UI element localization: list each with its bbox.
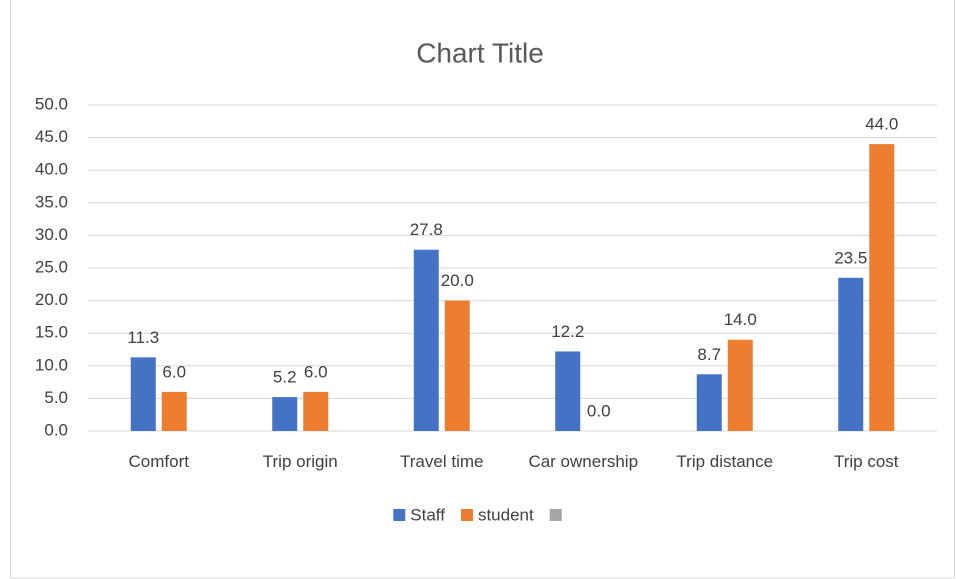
- y-tick-label: 15.0: [35, 323, 68, 342]
- y-tick-label: 25.0: [35, 257, 68, 276]
- y-tick-label: 20.0: [35, 290, 68, 309]
- x-tick-label: Trip distance: [676, 452, 774, 471]
- y-tick-label: 30.0: [35, 225, 68, 244]
- chart-border: [10, 0, 955, 579]
- bar: [272, 397, 298, 431]
- bar: [869, 144, 895, 431]
- y-tick-label: 50.0: [35, 94, 68, 113]
- data-label: 11.3: [127, 328, 159, 347]
- data-label: 6.0: [304, 362, 328, 381]
- y-tick-label: 35.0: [35, 192, 68, 211]
- data-label: 44.0: [865, 115, 898, 134]
- data-label: 23.5: [834, 248, 867, 267]
- x-tick-label: Comfort: [128, 452, 189, 471]
- legend: Staff student: [393, 505, 562, 524]
- y-tick-label: 0.0: [44, 420, 68, 439]
- x-tick-label: Trip origin: [262, 452, 338, 471]
- bar: [444, 300, 470, 431]
- bar: [161, 391, 187, 431]
- legend-swatch: [393, 509, 406, 521]
- data-label: 8.7: [697, 345, 721, 364]
- data-label: 12.2: [551, 322, 584, 341]
- data-label: 0.0: [587, 401, 611, 420]
- bar: [130, 357, 156, 431]
- bar: [696, 374, 722, 431]
- bar: [838, 277, 864, 431]
- bar: [555, 351, 581, 431]
- x-tick-label: Car ownership: [528, 452, 639, 471]
- x-tick-label: Travel time: [400, 452, 484, 471]
- data-label: 20.0: [441, 271, 474, 290]
- legend-label: student: [478, 505, 534, 524]
- bar: [303, 391, 329, 431]
- y-tick-label: 5.0: [44, 388, 68, 407]
- data-label: 14.0: [724, 310, 757, 329]
- legend-swatch: [460, 509, 473, 521]
- chart-title: Chart Title: [416, 37, 544, 68]
- data-label: 5.2: [273, 368, 297, 387]
- x-tick-label: Trip cost: [833, 452, 899, 471]
- bar: [413, 249, 439, 431]
- legend-label: Staff: [410, 505, 445, 524]
- data-label: 6.0: [162, 362, 186, 381]
- bar: [727, 339, 753, 431]
- data-label: 27.8: [410, 220, 443, 239]
- y-tick-label: 45.0: [35, 127, 68, 146]
- legend-swatch: [549, 509, 562, 521]
- y-tick-label: 10.0: [35, 355, 68, 374]
- y-tick-label: 40.0: [35, 160, 68, 179]
